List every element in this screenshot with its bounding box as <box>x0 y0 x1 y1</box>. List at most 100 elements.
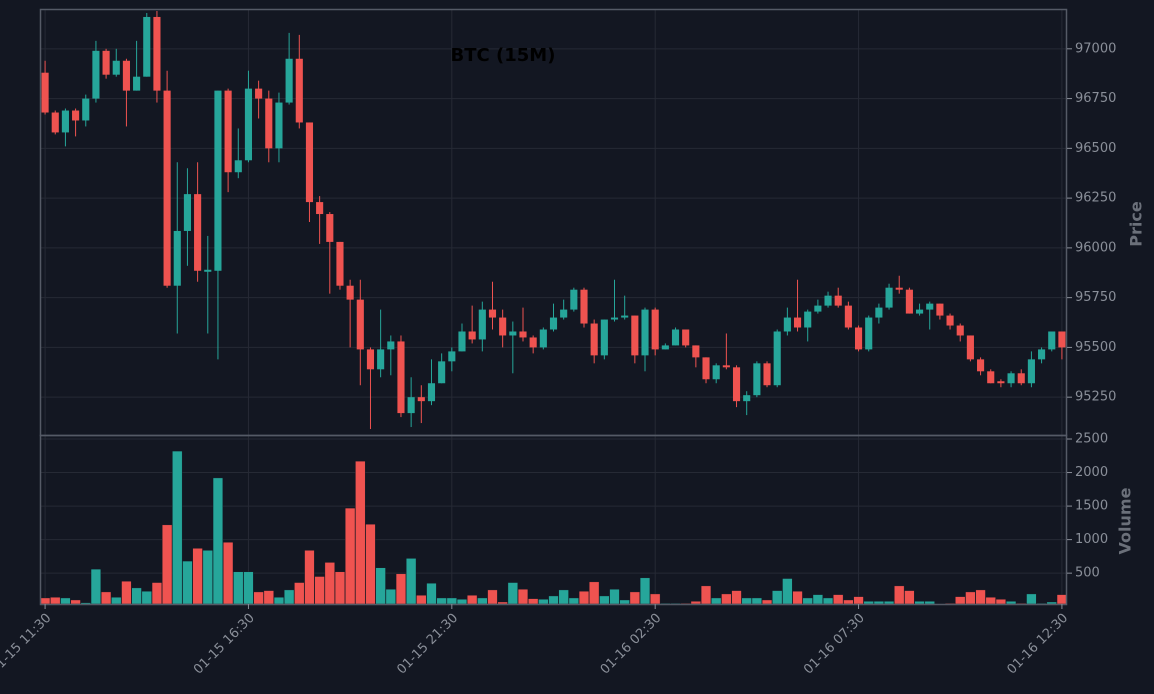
candle-body <box>285 58 293 103</box>
volume-bar <box>751 597 762 605</box>
volume-bar <box>904 590 915 605</box>
volume-bar <box>609 589 620 605</box>
candle-body <box>539 329 547 348</box>
volume-bar <box>355 460 366 605</box>
candle-body <box>356 299 364 350</box>
volume-bar <box>223 542 234 605</box>
volume-bar <box>711 597 722 605</box>
volume-bar <box>436 597 447 605</box>
candle-body <box>936 303 944 316</box>
candle-body <box>773 331 781 386</box>
candle-body <box>600 319 608 356</box>
candle-body <box>885 287 893 308</box>
candle-body <box>305 122 314 203</box>
candle-body <box>661 345 669 350</box>
candle-body <box>519 331 527 338</box>
candle-body <box>916 309 924 314</box>
volume-bar <box>334 571 346 605</box>
volume-bar <box>273 597 285 605</box>
volume-bar <box>243 571 254 605</box>
volume-bar <box>497 601 508 605</box>
volume-bar <box>650 593 661 605</box>
volume-bar <box>639 577 651 605</box>
volume-bar <box>253 591 264 605</box>
candle-body <box>173 230 181 286</box>
candle-body <box>926 303 934 310</box>
volume-bar <box>833 594 844 605</box>
volume-bar <box>558 589 569 605</box>
volume-bar <box>883 601 895 605</box>
y-tick-label: 97000 <box>1075 41 1116 56</box>
candle-body <box>407 397 415 414</box>
y-tick-label: 96500 <box>1075 141 1116 156</box>
candle-body <box>854 327 863 350</box>
volume-bar <box>304 550 315 605</box>
candle-body <box>427 383 436 402</box>
candle-body <box>82 98 90 121</box>
volume-bar <box>589 581 600 605</box>
candle-body <box>51 112 59 133</box>
candle-body <box>133 76 141 91</box>
candle-body <box>478 309 486 340</box>
volume-bar <box>507 582 518 605</box>
candle-body <box>153 16 161 91</box>
volume-bar <box>914 601 925 605</box>
volume-bar <box>151 582 163 605</box>
candle-body <box>509 331 517 336</box>
volume-bar <box>985 597 996 605</box>
y-tick-label: 96750 <box>1075 91 1116 106</box>
chart-title: BTC (15M) <box>451 45 556 66</box>
candle-body <box>580 289 588 324</box>
volume-bar <box>90 568 102 605</box>
candle-body <box>214 90 222 271</box>
volume-bar <box>863 601 874 605</box>
candle-body <box>895 287 903 290</box>
candle-body <box>41 72 49 113</box>
volume-bar <box>853 596 864 605</box>
candle-body <box>977 359 985 372</box>
volume-bar <box>812 594 823 605</box>
candle-body <box>468 331 476 340</box>
volume-bar <box>1046 601 1057 605</box>
volume-bar <box>731 590 742 605</box>
candle-body <box>387 341 395 350</box>
volume-bar <box>456 599 468 605</box>
candle-body <box>529 337 537 348</box>
volume-bar <box>843 599 854 605</box>
volume-bar <box>782 578 793 605</box>
volume-bar <box>365 523 376 605</box>
volume-bar <box>487 589 498 605</box>
candle-body <box>397 341 405 414</box>
volume-bar <box>955 596 966 605</box>
candle-body <box>102 50 110 75</box>
candle-body <box>163 90 171 286</box>
volume-bar <box>70 599 81 605</box>
candle-body <box>621 315 629 318</box>
candle-body <box>732 367 741 402</box>
candle-body <box>458 331 466 352</box>
candle-body <box>712 365 720 380</box>
volume-bar <box>761 599 773 605</box>
candle-body <box>72 110 80 121</box>
volume-bar <box>792 591 803 605</box>
volume-bar <box>924 601 935 605</box>
candle-body <box>702 357 710 380</box>
volume-bar <box>477 597 488 605</box>
candle-body <box>1038 349 1046 360</box>
candle-body <box>997 381 1005 384</box>
candle-body <box>814 305 822 312</box>
candle-body <box>92 50 100 99</box>
candle-body <box>316 202 324 215</box>
volume-bar <box>162 524 173 605</box>
volume-bar <box>538 599 549 605</box>
volume-bar <box>294 582 305 605</box>
volume-bar <box>233 571 244 605</box>
volume-bar <box>873 601 884 605</box>
candle-body <box>865 317 873 350</box>
volume-bar <box>1026 593 1037 605</box>
volume-bar <box>721 593 732 605</box>
candle-body <box>448 351 456 362</box>
volume-bar <box>375 567 386 605</box>
volume-bar <box>324 562 335 605</box>
candle-body <box>366 349 375 370</box>
